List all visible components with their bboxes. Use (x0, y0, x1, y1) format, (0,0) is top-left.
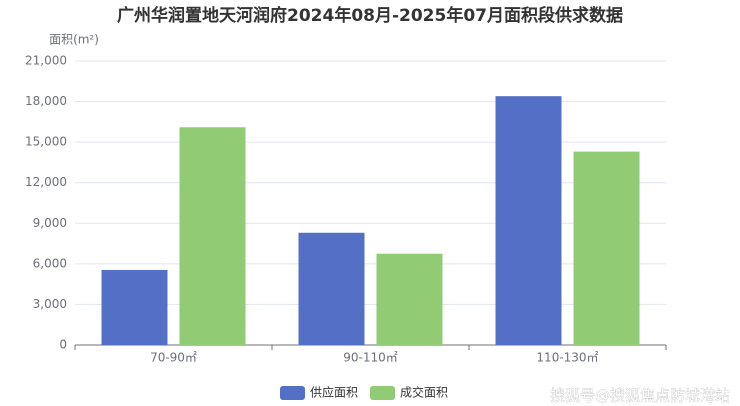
y-tick-label: 6,000 (33, 256, 67, 270)
legend-swatch (280, 386, 305, 400)
bar (298, 232, 365, 345)
y-tick-label: 3,000 (33, 297, 67, 311)
legend-label: 供应面积 (310, 385, 358, 400)
y-tick-label: 15,000 (25, 135, 67, 149)
bar (376, 253, 443, 345)
bar (495, 96, 562, 346)
x-tick-label: 90-110㎡ (343, 351, 398, 365)
chart-title: 广州华润置地天河润府2024年08月-2025年07月面积段供求数据 (117, 5, 623, 26)
bar (573, 151, 640, 345)
y-tick-label: 18,000 (25, 94, 67, 108)
bar (101, 269, 168, 345)
legend-swatch (370, 386, 395, 400)
x-tick-label: 70-90㎡ (150, 351, 197, 365)
y-tick-label: 12,000 (25, 175, 67, 189)
y-tick-label: 0 (59, 338, 67, 352)
x-tick-label: 110-130㎡ (536, 351, 598, 365)
bar (179, 127, 246, 346)
y-tick-label: 21,000 (25, 54, 67, 68)
legend-label: 成交面积 (400, 385, 448, 400)
y-tick-label: 9,000 (33, 216, 67, 230)
watermark: 搜狐号@搜狐焦点防城港站 (550, 387, 730, 405)
y-axis-label: 面积(m²) (49, 33, 99, 47)
